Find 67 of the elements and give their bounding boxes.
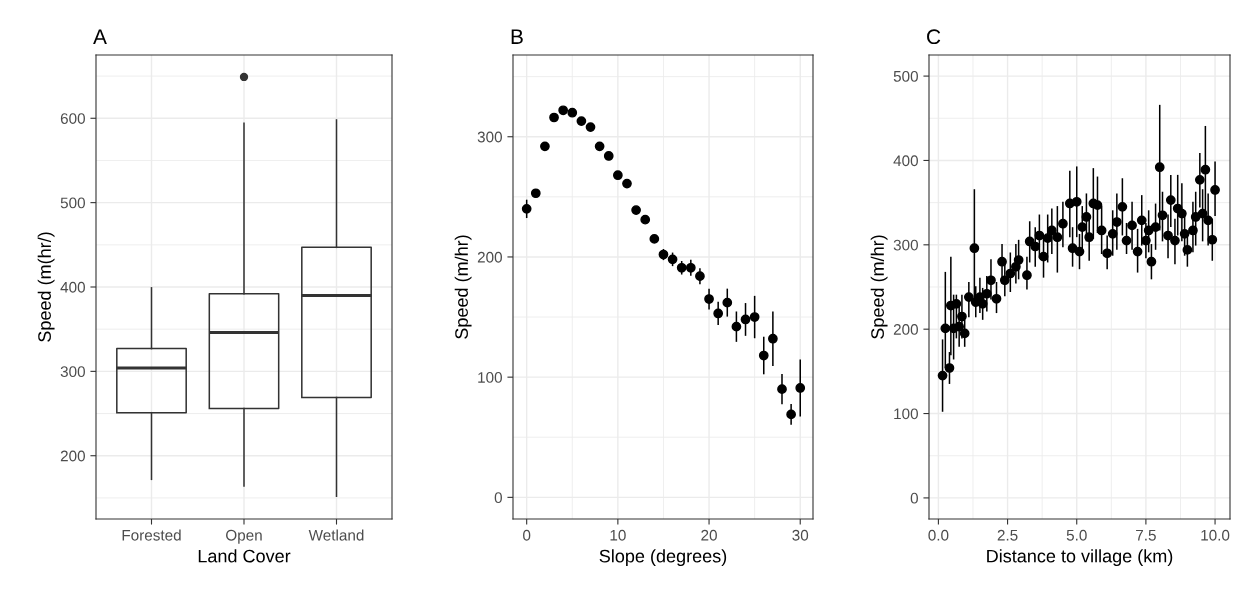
chart-title: A [93,29,107,44]
x-tick-label: 30 [792,529,809,541]
x-tick-label: 5.0 [1066,529,1087,541]
y-tick-label: 0 [910,492,918,504]
point [603,151,614,161]
point [649,234,660,244]
point [549,112,559,123]
point [786,409,796,420]
point [631,205,641,215]
y-axis-title: Speed (m/hr) [870,235,888,339]
x-tick-label: Open [226,529,262,544]
point [558,105,569,116]
y-axis-title: Speed (m(hr/) [37,232,55,342]
point [530,188,541,199]
y-tick-label: 200 [477,251,502,263]
y-tick-label: 300 [60,366,85,378]
point [749,312,760,322]
point [667,254,678,265]
point [777,384,787,395]
y-tick-label: 200 [893,324,918,335]
y-tick-label: 600 [60,113,85,124]
point [795,383,806,393]
x-tick-label: 0.0 [928,529,949,541]
y-tick-label: 100 [478,372,502,383]
point [740,314,751,325]
x-tick-label: Wetland [308,529,364,541]
y-tick-label: 400 [893,155,918,167]
y-tick-label: 100 [894,408,918,420]
point [713,308,724,319]
y-tick-label: 400 [60,281,85,293]
x-tick-label: 10 [610,529,626,541]
point [722,297,733,308]
x-tick-label: 0 [523,529,531,541]
point [594,141,605,152]
point [758,350,769,361]
point [658,249,669,260]
y-tick-label: 500 [893,70,918,82]
x-tick-label: 7.5 [1136,529,1156,541]
point [585,122,596,132]
point [622,178,632,189]
point [731,321,742,332]
x-tick-label: 2.5 [997,529,1018,541]
y-axis-title: Speed (m/hr) [454,235,472,339]
point [640,214,651,225]
y-tick-label: 300 [893,239,918,251]
x-axis-title: Slope (degrees) [599,549,727,567]
x-tick-label: 10.0 [1201,529,1230,541]
y-tick-label: 500 [60,197,85,209]
x-tick-label: Forested [122,529,181,541]
point [695,271,705,282]
point [613,170,623,181]
y-tick-label: 200 [60,450,85,462]
point [768,333,778,344]
chart-title: B [511,29,523,44]
point [540,141,550,152]
point [685,262,696,273]
point [704,294,714,304]
point [576,116,587,126]
x-axis-title: Land Cover [198,549,291,563]
x-axis-title: Distance to village (km) [987,549,1173,567]
chart-title: C [927,29,941,45]
y-tick-label: 300 [477,131,502,143]
y-tick-label: 0 [494,492,502,504]
point [676,262,687,273]
point [567,107,578,118]
point [521,204,532,214]
x-tick-label: 20 [701,529,717,541]
